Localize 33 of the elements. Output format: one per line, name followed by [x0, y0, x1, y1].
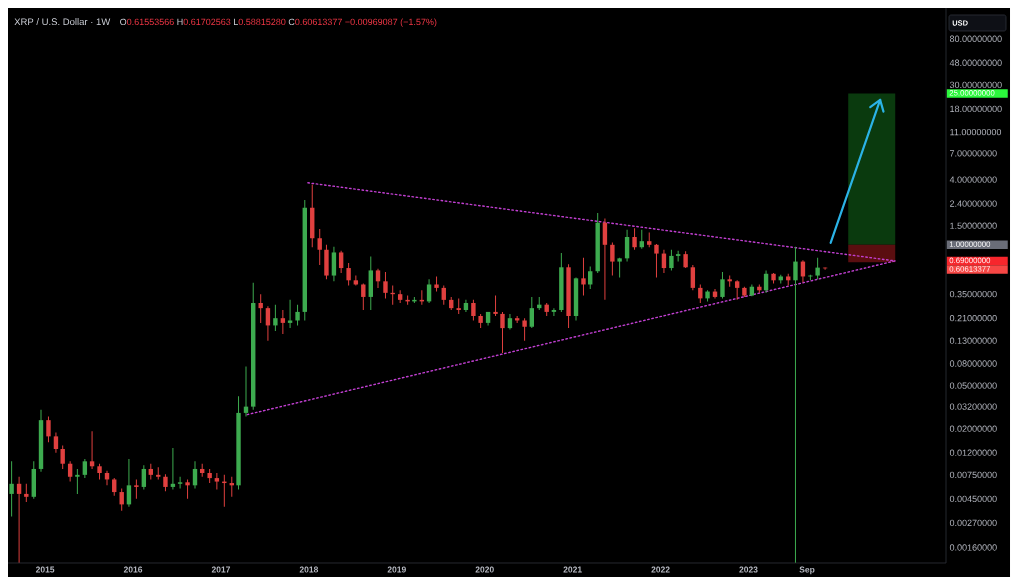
- x-tick-label: 2022: [651, 566, 670, 573]
- y-tick-label: 0.08000000: [949, 360, 997, 367]
- y-tick-label: 0.21000000: [949, 314, 997, 322]
- y-tick-label: 7.00000000: [950, 150, 997, 157]
- y-tick-label: 11.00000000: [950, 128, 1002, 136]
- x-tick-label: 2015: [35, 566, 55, 573]
- y-tick-label: 30.00000000: [949, 81, 1002, 89]
- text: O0.61553566 H0.61702563 L0.58815280 C0.60613377 −0.00969087 (−1.57%): [120, 18, 437, 27]
- x-tick-label: 2021: [563, 566, 582, 573]
- x-tick-label: Sep: [799, 566, 815, 575]
- y-tick-label: 80.00000000: [949, 35, 1002, 42]
- y-tick-label: 0.35000000: [949, 290, 997, 298]
- y-tick-label: 0.03200000: [949, 403, 997, 410]
- y-tick-label: 1.50000000: [950, 222, 997, 229]
- y-tick-label: 0.00750000: [949, 471, 997, 479]
- x-tick-label: 2018: [299, 566, 319, 573]
- y-tick-label: 0.00160000: [949, 544, 997, 551]
- y-tick-label: 0.01200000: [949, 449, 997, 456]
- x-tick-label: 2016: [123, 566, 143, 573]
- y-tick-label: 0.05000000: [949, 382, 997, 389]
- y-tick-label: 4.00000000: [949, 176, 997, 183]
- x-tick-label: 2023: [739, 566, 758, 573]
- y-tick-label: 48.00000000: [949, 59, 1002, 66]
- x-tick-label: 2019: [387, 566, 406, 573]
- y-tick-label: 0.00450000: [949, 495, 997, 503]
- x-tick-label: 2020: [475, 566, 494, 573]
- y-tick-label: 0.00270000: [949, 519, 997, 527]
- y-tick-label: 0.02000000: [949, 425, 997, 432]
- x-tick-label: 2017: [211, 566, 231, 573]
- y-tick-label: 0.13000000: [949, 337, 997, 344]
- text: XRP / U.S. Dollar · 1W: [14, 18, 111, 26]
- y-tick-label: 18.00000000: [950, 105, 1002, 113]
- y-tick-label: 2.40000000: [950, 200, 997, 207]
